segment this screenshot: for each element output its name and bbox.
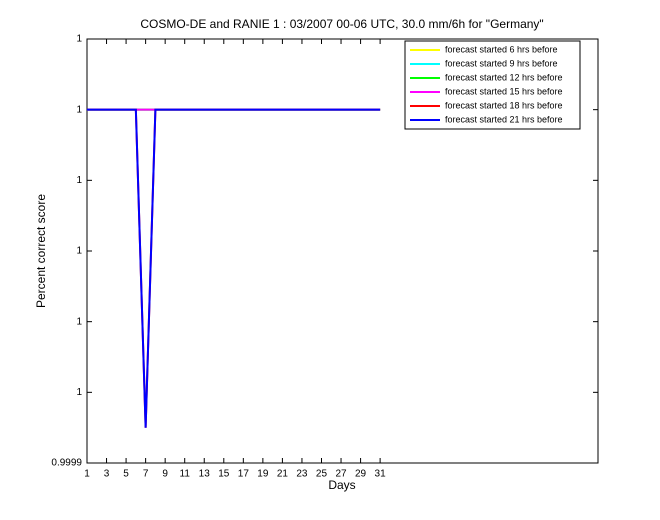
legend-label: forecast started 15 hrs before	[445, 86, 563, 96]
y-tick-label: 1	[76, 246, 82, 257]
legend-label: forecast started 9 hrs before	[445, 58, 558, 68]
legend-box	[404, 40, 581, 130]
y-axis-label: Percent correct score	[34, 194, 48, 308]
x-tick-label: 23	[296, 469, 308, 480]
legend-label: forecast started 6 hrs before	[445, 44, 558, 54]
y-tick-label: 1	[76, 104, 82, 115]
y-tick-label: 1	[76, 34, 82, 45]
x-tick-label: 11	[180, 469, 191, 480]
x-tick-label: 3	[104, 469, 110, 480]
x-tick-label: 27	[335, 469, 347, 480]
y-tick-label: 1	[76, 387, 82, 398]
x-tick-label: 29	[355, 469, 367, 480]
x-tick-label: 15	[218, 469, 230, 480]
legend-label: forecast started 18 hrs before	[445, 100, 563, 110]
legend-label: forecast started 12 hrs before	[445, 72, 563, 82]
y-tick-label: 0.9999	[51, 458, 82, 469]
x-tick-label: 17	[238, 469, 250, 480]
x-tick-label: 31	[375, 469, 387, 480]
x-axis-label: Days	[328, 478, 355, 492]
chart-title: COSMO-DE and RANIE 1 : 03/2007 00-06 UTC…	[140, 17, 543, 31]
x-tick-label: 25	[316, 469, 328, 480]
series-line	[87, 108, 381, 428]
x-tick-label: 21	[277, 469, 289, 480]
x-tick-label: 5	[123, 469, 129, 480]
y-tick-label: 1	[76, 316, 82, 327]
x-tick-label: 9	[162, 469, 168, 480]
y-tick-label: 1	[76, 175, 82, 186]
x-tick-label: 7	[143, 469, 149, 480]
x-tick-label: 13	[199, 469, 211, 480]
x-tick-label: 19	[257, 469, 269, 480]
legend-label: forecast started 21 hrs before	[445, 114, 563, 124]
x-tick-label: 1	[84, 469, 90, 480]
